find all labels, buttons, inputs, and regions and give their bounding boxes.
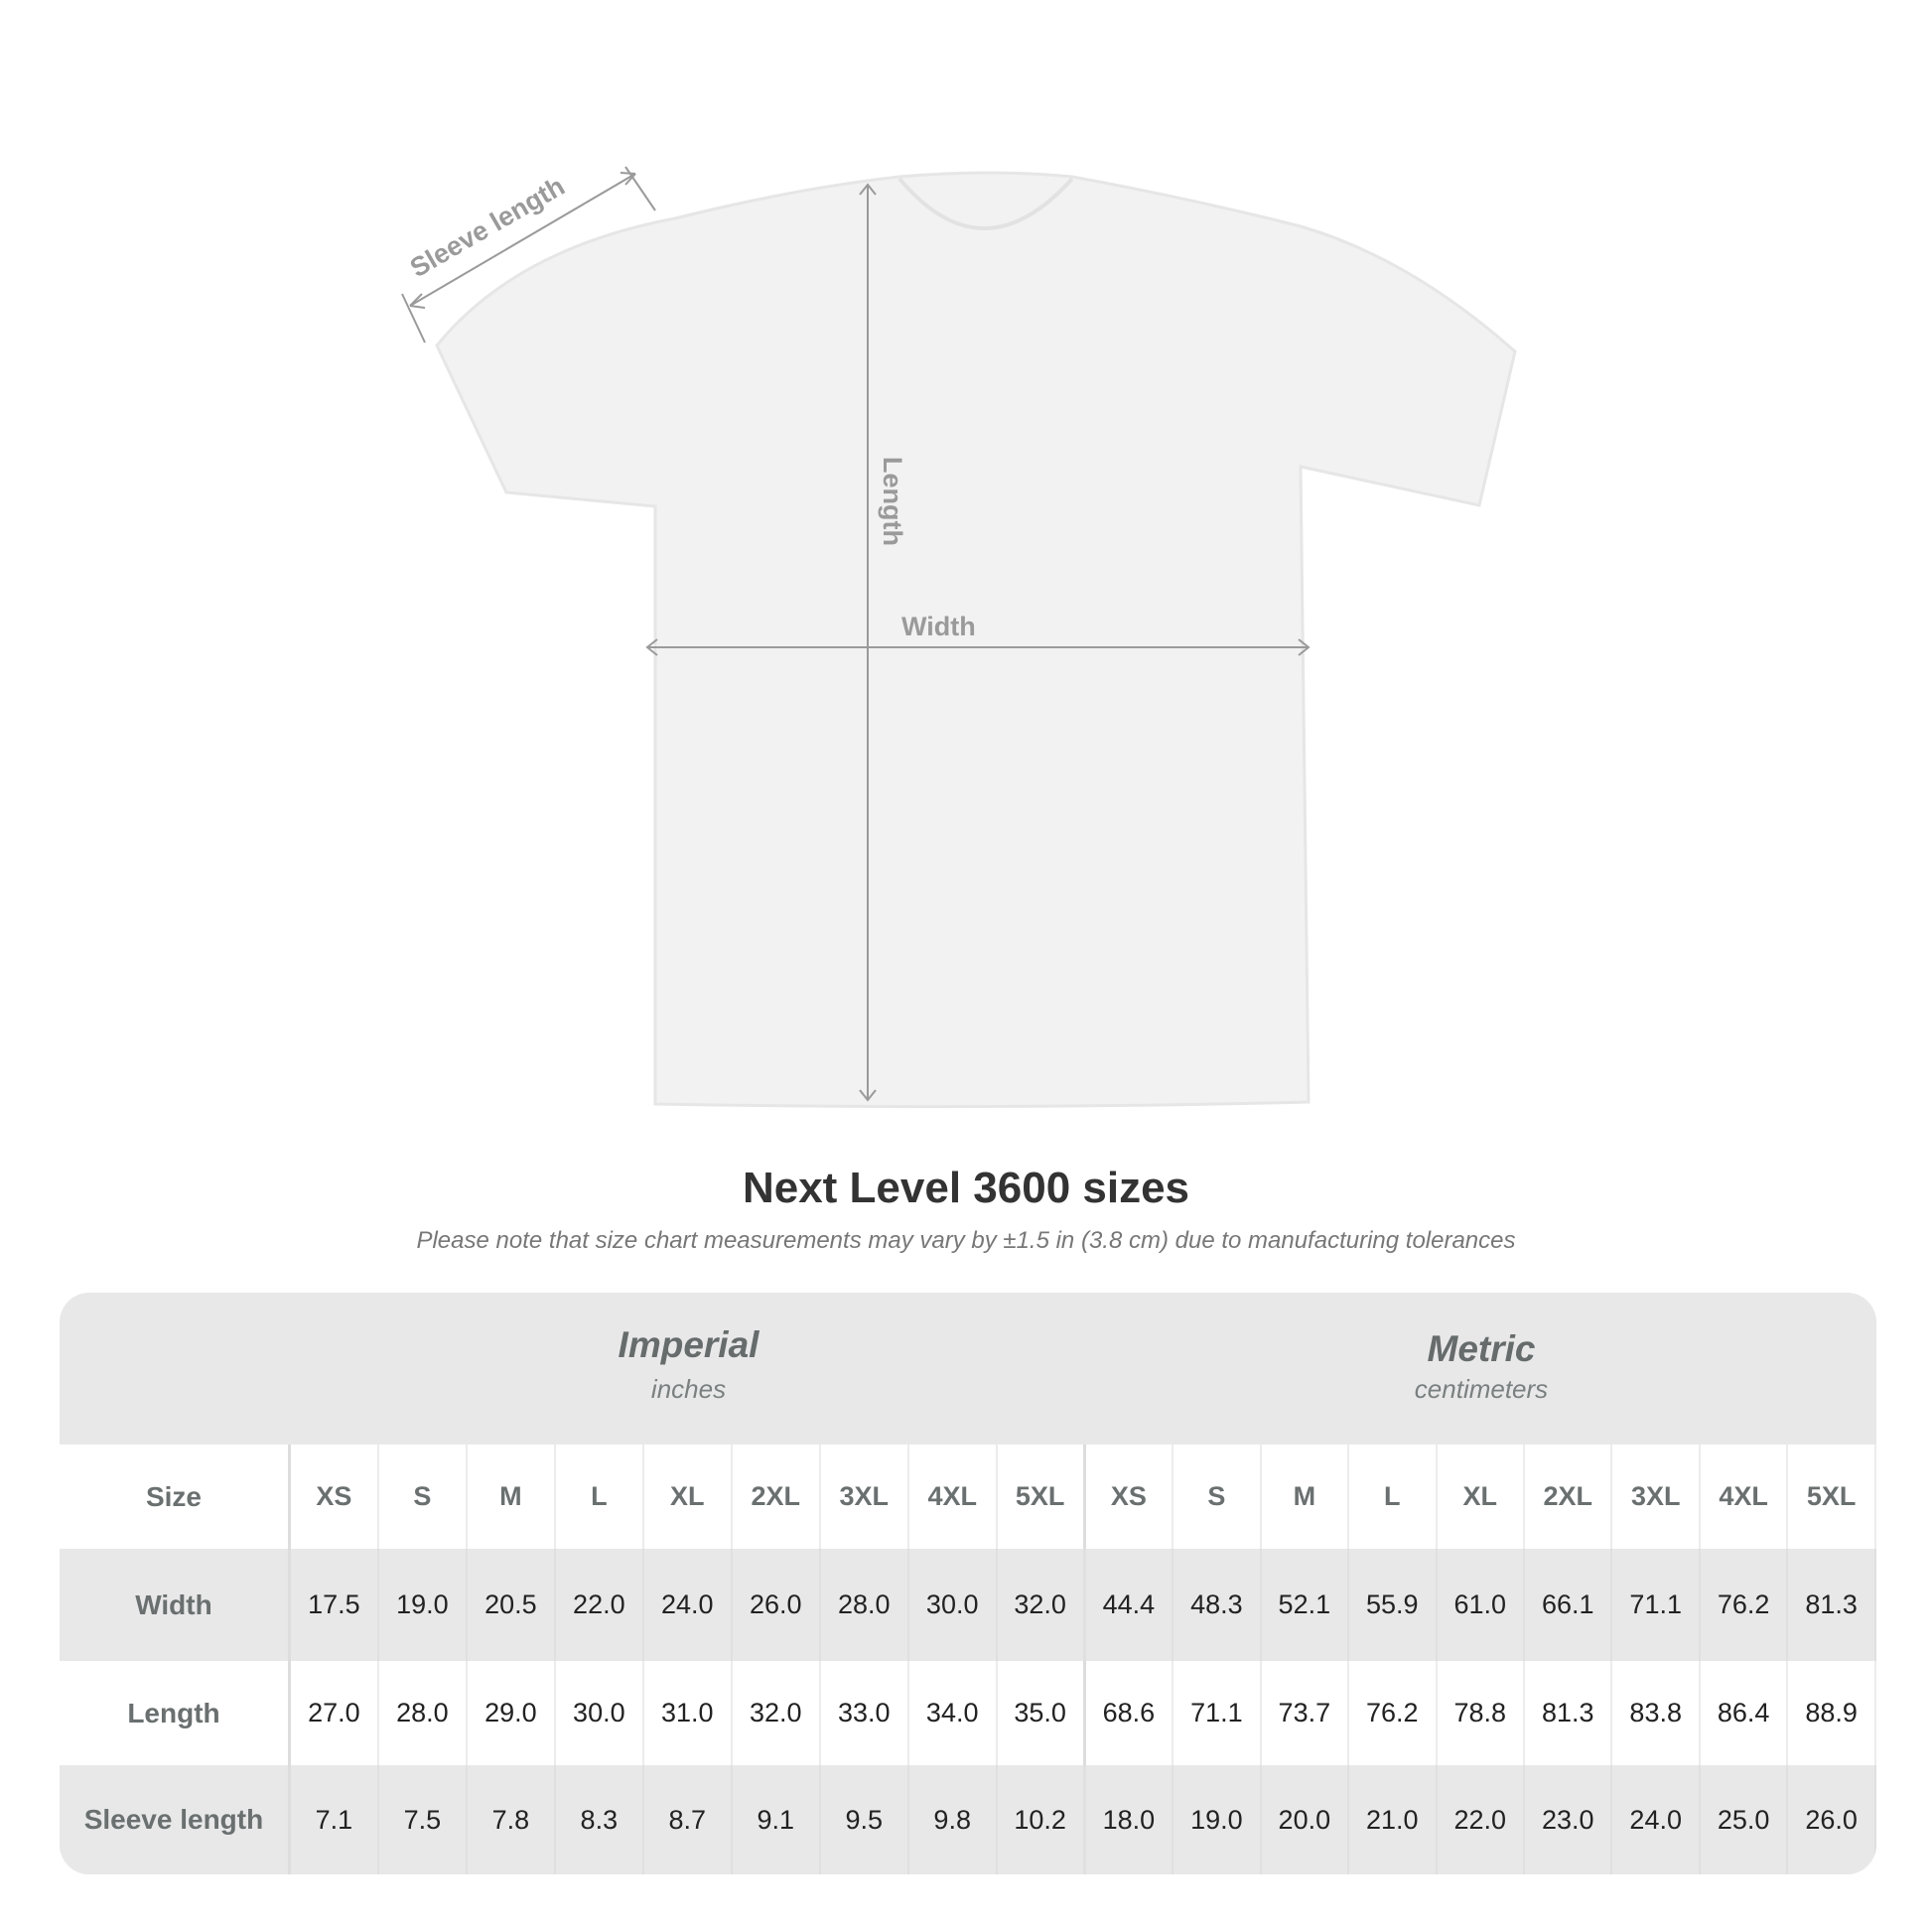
imperial-value: 7.5: [379, 1765, 468, 1874]
imperial-value: 24.0: [644, 1549, 733, 1661]
metric-value: 44.4: [1086, 1549, 1174, 1661]
imperial-value: 8.3: [556, 1765, 644, 1874]
imperial-value: 35.0: [998, 1661, 1086, 1765]
imperial-value: 27.0: [291, 1661, 379, 1765]
imperial-value: 10.2: [998, 1765, 1086, 1874]
imperial-value: 9.5: [821, 1765, 909, 1874]
size-header: 4XL: [1701, 1445, 1789, 1549]
size-header: S: [379, 1445, 468, 1549]
row-label: Sleeve length: [60, 1765, 291, 1874]
metric-value: 73.7: [1262, 1661, 1350, 1765]
width-label: Width: [901, 612, 976, 641]
size-header: XS: [291, 1445, 379, 1549]
imperial-value: 26.0: [733, 1549, 821, 1661]
metric-value: 76.2: [1349, 1661, 1438, 1765]
metric-value: 71.1: [1173, 1661, 1262, 1765]
metric-value: 83.8: [1612, 1661, 1701, 1765]
metric-value: 76.2: [1701, 1549, 1789, 1661]
metric-label: Metric: [1427, 1328, 1536, 1369]
tshirt-collar: [897, 177, 1074, 230]
imperial-value: 8.7: [644, 1765, 733, 1874]
table-row: Width 17.5 19.0 20.5 22.0 24.0 26.0 28.0 30.0 32.…: [60, 1549, 1876, 1661]
imperial-unit: inches: [650, 1374, 727, 1404]
metric-value: 78.8: [1438, 1661, 1525, 1765]
metric-value: 18.0: [1086, 1765, 1174, 1874]
tshirt-diagram: Sleeve length Length Width: [401, 166, 1517, 1109]
table-row: Sleeve length 7.1 7.5 7.8 8.3 8.7 9.1 9.5 9.8 10.…: [60, 1765, 1876, 1874]
size-header: M: [468, 1445, 556, 1549]
metric-value: 66.1: [1525, 1549, 1613, 1661]
imperial-value: 22.0: [556, 1549, 644, 1661]
size-header: 2XL: [733, 1445, 821, 1549]
metric-value: 55.9: [1349, 1549, 1438, 1661]
imperial-value: 31.0: [644, 1661, 733, 1765]
imperial-value: 30.0: [909, 1549, 998, 1661]
metric-header: Metric centimeters: [1086, 1293, 1876, 1445]
metric-value: 23.0: [1525, 1765, 1613, 1874]
imperial-value: 28.0: [379, 1661, 468, 1765]
metric-value: 19.0: [1173, 1765, 1262, 1874]
imperial-value: 32.0: [998, 1549, 1086, 1661]
imperial-value: 33.0: [821, 1661, 909, 1765]
imperial-value: 34.0: [909, 1661, 998, 1765]
size-header: L: [556, 1445, 644, 1549]
metric-unit: centimeters: [1414, 1374, 1549, 1404]
row-label: Length: [60, 1661, 291, 1765]
imperial-label: Imperial: [618, 1324, 759, 1365]
size-header: 3XL: [1612, 1445, 1701, 1549]
imperial-value: 28.0: [821, 1549, 909, 1661]
size-header: 2XL: [1525, 1445, 1613, 1549]
imperial-header: Imperial inches: [291, 1293, 1086, 1445]
size-header: 4XL: [909, 1445, 998, 1549]
length-label: Length: [878, 457, 907, 546]
metric-value: 81.3: [1788, 1549, 1876, 1661]
size-header: L: [1349, 1445, 1438, 1549]
measure-lines: [401, 166, 1311, 1102]
table-row: Length 27.0 28.0 29.0 30.0 31.0 32.0 33.0 34.0 35…: [60, 1661, 1876, 1765]
imperial-value: 19.0: [379, 1549, 468, 1661]
size-header: 5XL: [998, 1445, 1086, 1549]
imperial-value: 9.1: [733, 1765, 821, 1874]
metric-value: 86.4: [1701, 1661, 1789, 1765]
metric-value: 25.0: [1701, 1765, 1789, 1874]
metric-value: 81.3: [1525, 1661, 1613, 1765]
tolerance-note: Please note that size chart measurements…: [416, 1227, 1516, 1254]
imperial-value: 29.0: [468, 1661, 556, 1765]
sleeve-arrow: [409, 173, 636, 307]
metric-value: 20.0: [1262, 1765, 1350, 1874]
metric-value: 26.0: [1788, 1765, 1876, 1874]
size-header-row: Size XS S M L XL 2XL 3XL 4XL 5XL XS S M L XL 2XL 3XL 4XL 5…: [60, 1445, 1876, 1549]
page-title: Next Level 3600 sizes: [742, 1164, 1190, 1212]
imperial-value: 7.8: [468, 1765, 556, 1874]
imperial-value: 17.5: [291, 1549, 379, 1661]
metric-value: 52.1: [1262, 1549, 1350, 1661]
imperial-value: 7.1: [291, 1765, 379, 1874]
size-table: Imperial inches Metric centimeters Size X…: [60, 1293, 1876, 1874]
row-label: Width: [60, 1549, 291, 1661]
tshirt-shape: [435, 171, 1517, 1109]
metric-value: 22.0: [1438, 1765, 1525, 1874]
metric-value: 24.0: [1612, 1765, 1701, 1874]
imperial-value: 9.8: [909, 1765, 998, 1874]
metric-value: 61.0: [1438, 1549, 1525, 1661]
metric-value: 71.1: [1612, 1549, 1701, 1661]
size-header: 5XL: [1788, 1445, 1876, 1549]
size-header: XS: [1086, 1445, 1174, 1549]
metric-value: 88.9: [1788, 1661, 1876, 1765]
metric-value: 48.3: [1173, 1549, 1262, 1661]
size-header: M: [1262, 1445, 1350, 1549]
size-header: S: [1173, 1445, 1262, 1549]
row-label: Size: [60, 1445, 291, 1549]
size-header: XL: [1438, 1445, 1525, 1549]
size-header: XL: [644, 1445, 733, 1549]
metric-value: 68.6: [1086, 1661, 1174, 1765]
size-header: 3XL: [821, 1445, 909, 1549]
metric-value: 21.0: [1349, 1765, 1438, 1874]
imperial-value: 32.0: [733, 1661, 821, 1765]
imperial-value: 30.0: [556, 1661, 644, 1765]
imperial-value: 20.5: [468, 1549, 556, 1661]
